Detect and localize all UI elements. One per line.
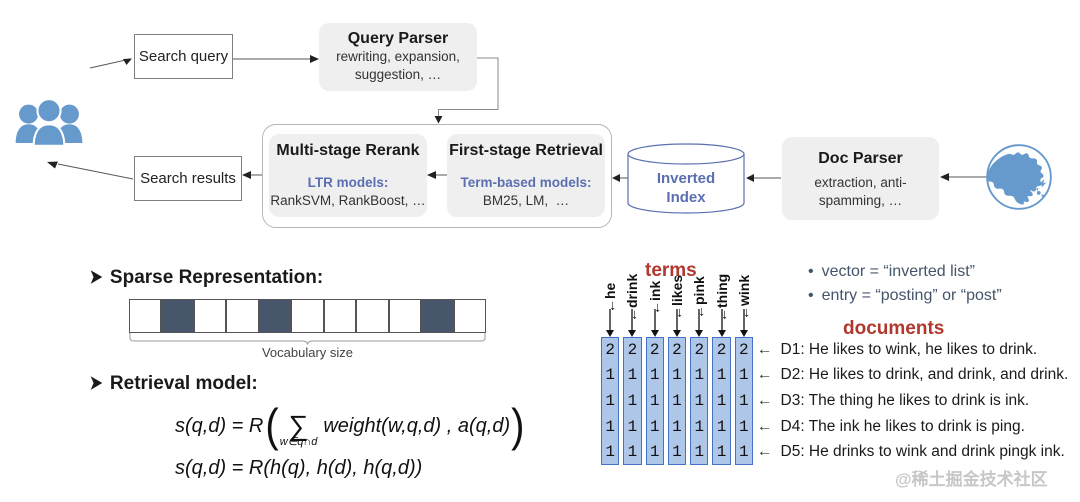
svg-text:Index: Index [666, 189, 706, 206]
svg-text:Inverted: Inverted [657, 170, 715, 187]
